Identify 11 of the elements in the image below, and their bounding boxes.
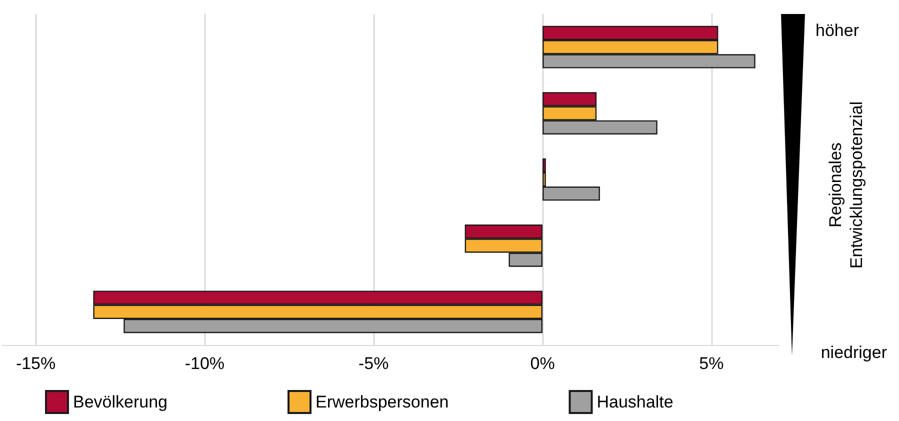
legend-label: Erwerbspersonen [316, 392, 449, 412]
text: höher [816, 21, 860, 40]
x-tick-label: 0% [530, 354, 555, 373]
legend-label: Haushalte [596, 392, 674, 412]
x-tick-label: -5% [358, 354, 389, 373]
x-tick-label: -15% [16, 354, 56, 373]
x-tick-label: -10% [184, 354, 225, 373]
legend-label: Bevölkerung [73, 392, 168, 412]
x-tick-label: 5% [699, 354, 724, 373]
text: Regionales Entwicklungspotenzial [826, 101, 866, 269]
text: niedriger [820, 343, 888, 362]
